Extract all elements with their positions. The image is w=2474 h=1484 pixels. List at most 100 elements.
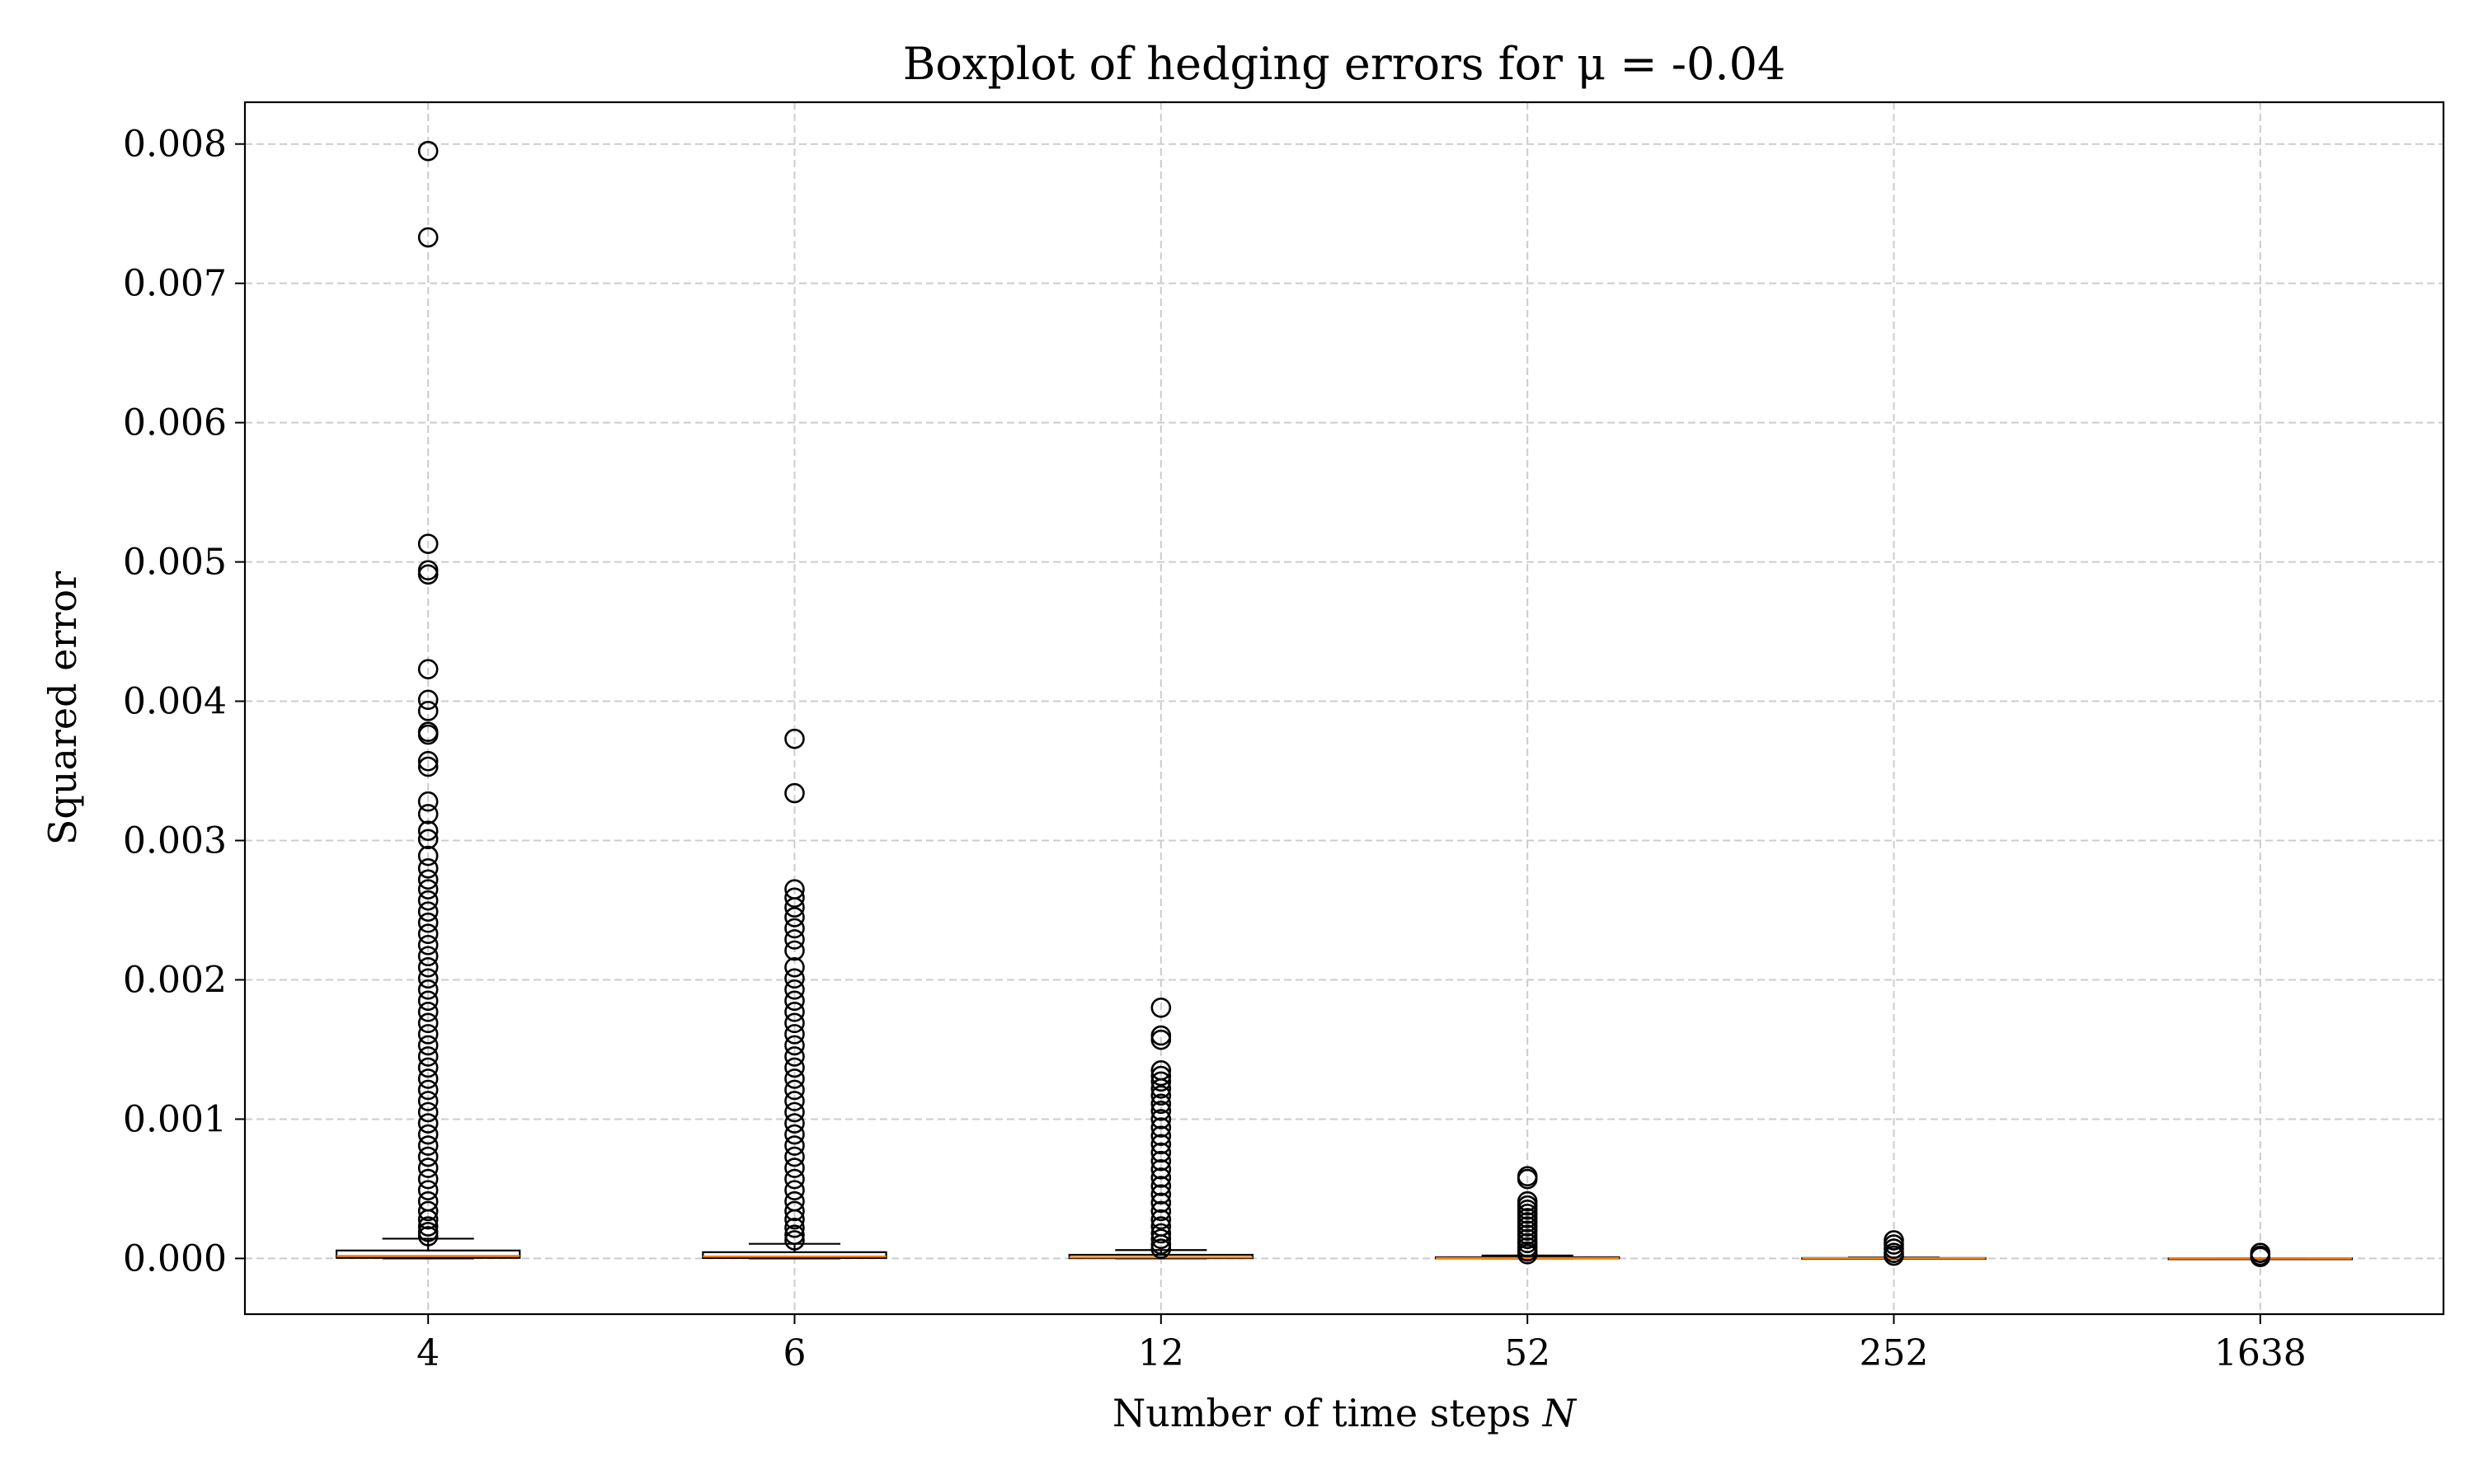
outlier-point [417,923,439,945]
outlier-point [417,1101,439,1123]
outlier-point [1150,1158,1172,1180]
y-tick-label: 0.002 [123,959,227,1001]
outlier-point [417,1046,439,1067]
outlier-point [1150,1167,1172,1188]
outlier-point [1150,1176,1172,1196]
outlier-point [784,1046,805,1067]
outlier-point [417,564,439,585]
outlier-point [417,1068,439,1089]
x-tick-label: 12 [1138,1332,1184,1374]
box-group-1638 [2167,1242,2354,1268]
outlier-point [784,782,805,804]
outlier-point [417,912,439,933]
outlier-point [417,979,439,1000]
outlier-point [1517,1244,1538,1265]
outlier-point [1150,1085,1172,1106]
x-axis-label-var: N [1542,1391,1578,1435]
outlier-point [784,1024,805,1045]
outlier-point [784,1068,805,1089]
outlier-point [784,1230,805,1251]
outlier-point [1884,1245,1904,1266]
outlier-point [417,1135,439,1156]
outlier-point [1150,1209,1172,1230]
outlier-point [417,1113,439,1134]
x-tick-label: 6 [783,1332,807,1374]
x-axis-ticks: 4 6 12 52 252 1638 [416,1314,2307,1374]
outlier-point [784,907,805,928]
y-tick-label: 0.003 [123,820,227,862]
outlier-point [417,227,439,248]
outlier-point [417,1091,439,1111]
outlier-point [784,1057,805,1078]
outlier-point [417,869,439,890]
outlier-point [417,829,439,850]
outlier-point [1150,1109,1172,1129]
outlier-point [1150,1142,1172,1163]
outlier-point [417,1209,439,1230]
outlier-point [417,701,439,721]
outlier-point [784,929,805,950]
outlier-point [784,897,805,918]
outlier-point [417,1200,439,1222]
outlier-point [417,804,439,824]
outlier-point [1150,1065,1172,1087]
box-iqr [702,1251,887,1260]
outlier-point [417,140,439,162]
box-iqr [335,1249,521,1259]
x-tick-label: 4 [416,1332,440,1374]
outlier-point [784,887,805,909]
x-tick-label: 52 [1504,1332,1550,1374]
outlier-point [784,990,805,1012]
x-tick-label: 1638 [2214,1332,2307,1374]
outlier-point [417,1180,439,1200]
outlier-point [1150,1029,1172,1050]
outlier-point [417,845,439,866]
box-group-52 [1434,1166,1620,1265]
outlier-point [1150,1093,1172,1115]
outlier-point [417,990,439,1012]
outlier-point [417,1168,439,1190]
outlier-point [417,1124,439,1145]
outlier-point [1150,1238,1172,1259]
outlier-point [417,1002,439,1022]
y-tick-label: 0.004 [123,681,227,723]
outlier-point [417,934,439,956]
outlier-point [784,1113,805,1134]
y-axis-ticks: 0.000 0.001 0.002 0.003 0.004 0.005 0.006 0.007… [123,124,245,1280]
outlier-point [784,1200,805,1222]
outlier-point [1150,1192,1172,1214]
outlier-point [417,1216,439,1237]
outlier-point [1150,1184,1172,1205]
outlier-point [784,968,805,989]
outlier-point [417,1057,439,1078]
outlier-point [417,1079,439,1101]
y-tick-label: 0.007 [123,263,227,305]
outlier-point [417,1024,439,1045]
outlier-point [417,901,439,922]
outlier-point [417,820,439,841]
outlier-point [417,956,439,978]
outlier-point [1150,997,1172,1018]
outlier-point [1150,1071,1172,1092]
outlier-point [417,968,439,989]
outlier-point [417,946,439,967]
outlier-point [2250,1247,2271,1268]
outlier-point [417,879,439,899]
outlier-point [784,1101,805,1123]
box-group-6 [702,728,887,1260]
grid-lines [245,102,2443,1314]
outlier-point [417,1035,439,1056]
box-group-252 [1801,1230,1987,1266]
outlier-point [784,728,805,749]
outlier-point [1150,1101,1172,1121]
outlier-point [417,858,439,879]
outlier-point [784,1224,805,1245]
outlier-point [784,1035,805,1056]
box-group-12 [1068,997,1254,1260]
y-tick-label: 0.001 [123,1098,227,1140]
x-axis-label: Number of time steps N [1112,1391,1578,1435]
outlier-point [417,1146,439,1167]
outlier-point [417,756,439,777]
outlier-point [784,940,805,961]
